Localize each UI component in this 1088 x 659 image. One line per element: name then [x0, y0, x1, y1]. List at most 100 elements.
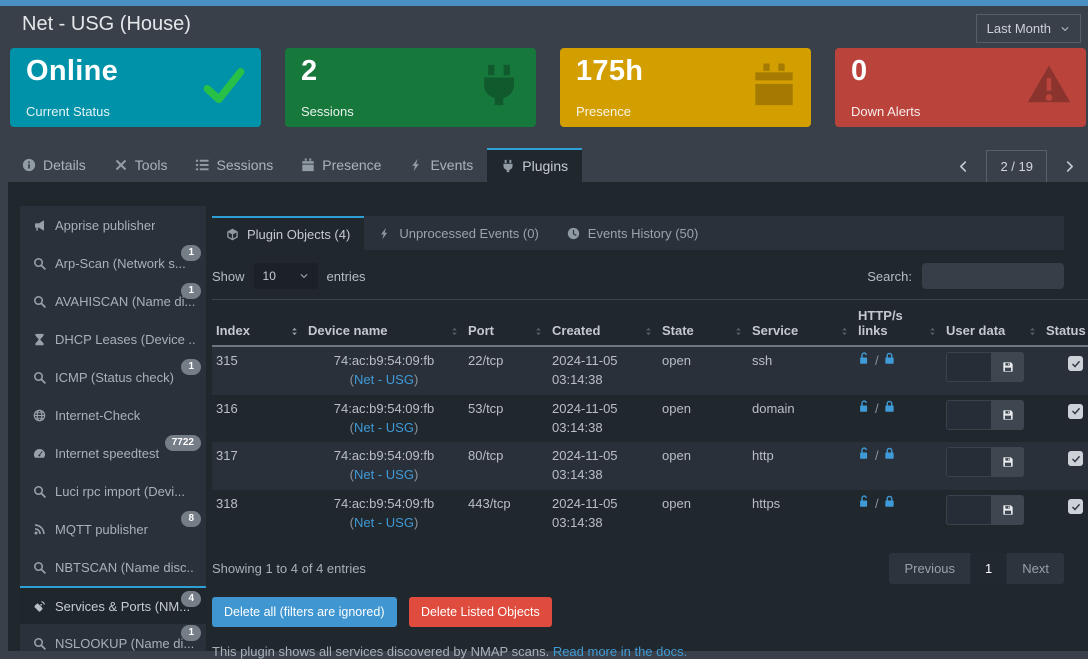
- sort-icon: [927, 325, 938, 338]
- user-data-input[interactable]: [946, 495, 991, 526]
- page-size-select[interactable]: 10: [253, 263, 318, 289]
- device-tab[interactable]: Plugins: [487, 148, 583, 182]
- current-page-button[interactable]: 1: [970, 552, 1008, 584]
- plugin-tab[interactable]: Unprocessed Events (0): [364, 216, 552, 250]
- delete-all-button[interactable]: Delete all (filters are ignored): [212, 596, 397, 627]
- status-card: 2 Sessions: [285, 48, 536, 127]
- sidebar-item-badge: 1: [181, 283, 201, 299]
- card-label: Current Status: [26, 104, 110, 119]
- card-value: 2: [301, 55, 318, 87]
- sort-icon: [449, 325, 460, 338]
- docs-link[interactable]: Read more in the docs.: [552, 643, 688, 659]
- device-mac: 74:ac:b9:54:09:fb: [333, 448, 435, 464]
- sidebar-item-icon: [33, 447, 46, 460]
- search-input[interactable]: [922, 263, 1064, 289]
- save-button[interactable]: [991, 447, 1024, 478]
- cell-user-data: [942, 442, 1042, 490]
- status-checkbox[interactable]: [1068, 356, 1083, 371]
- user-data-input[interactable]: [946, 447, 991, 478]
- previous-button[interactable]: Previous: [904, 560, 956, 576]
- sidebar-item[interactable]: Internet speedtest 7722: [20, 434, 206, 472]
- save-button[interactable]: [991, 399, 1024, 430]
- unlock-icon[interactable]: [858, 447, 871, 460]
- cell-device: 74:ac:b9:54:09:fb (Net - USG): [304, 395, 464, 443]
- card-icon: [201, 62, 247, 108]
- next-button[interactable]: Next: [1022, 560, 1049, 576]
- check-icon: [1071, 359, 1081, 369]
- header-label: Created: [552, 323, 601, 338]
- plugin-tab[interactable]: Events History (50): [553, 216, 713, 250]
- device-tab[interactable]: Details: [8, 148, 100, 182]
- device-tab[interactable]: Tools: [100, 148, 182, 182]
- table-row: 316 74:ac:b9:54:09:fb (Net - USG) 53/tcp…: [212, 395, 1088, 443]
- sidebar-item[interactable]: NBTSCAN (Name disc...: [20, 548, 206, 586]
- sidebar-item[interactable]: NSLOOKUP (Name di... 1: [20, 624, 206, 651]
- sidebar-item-label: Internet-Check: [55, 407, 141, 423]
- sidebar-item[interactable]: Arp-Scan (Network s... 1: [20, 244, 206, 282]
- sort-icon: [733, 325, 744, 338]
- tab-label: Details: [43, 157, 86, 173]
- device-link[interactable]: Net - USG: [354, 514, 414, 530]
- show-label: Show: [212, 268, 245, 284]
- status-card: 0 Down Alerts: [835, 48, 1086, 127]
- chevron-right-icon[interactable]: [1057, 152, 1082, 181]
- header-label: Device name: [308, 323, 388, 338]
- unlock-icon[interactable]: [858, 400, 871, 413]
- cell-http-links: /: [854, 395, 942, 443]
- sidebar-item-icon: [33, 485, 46, 498]
- unlock-icon[interactable]: [858, 352, 871, 365]
- plugin-tab[interactable]: Plugin Objects (4): [212, 216, 365, 250]
- device-link[interactable]: Net - USG: [354, 467, 414, 483]
- table-header-cell[interactable]: State: [658, 299, 748, 347]
- save-button[interactable]: [991, 352, 1024, 382]
- sidebar-item-badge: 8: [181, 511, 201, 527]
- device-tab[interactable]: Presence: [287, 148, 395, 182]
- unlock-icon[interactable]: [858, 495, 871, 508]
- plugin-tab-label: Unprocessed Events (0): [399, 225, 539, 241]
- sidebar-item[interactable]: Luci rpc import (Devi...: [20, 472, 206, 510]
- lock-icon[interactable]: [883, 400, 896, 413]
- sidebar-item[interactable]: Internet-Check: [20, 396, 206, 434]
- device-tab[interactable]: Events: [395, 148, 487, 182]
- user-data-input[interactable]: [946, 399, 991, 430]
- lock-icon[interactable]: [883, 447, 896, 460]
- table-header-cell[interactable]: Index: [212, 299, 304, 347]
- sidebar-item[interactable]: AVAHISCAN (Name di... 1: [20, 282, 206, 320]
- lock-icon[interactable]: [883, 352, 896, 365]
- table-header-cell[interactable]: Created: [548, 299, 658, 347]
- sidebar-item[interactable]: DHCP Leases (Device ...: [20, 320, 206, 358]
- sidebar-item[interactable]: MQTT publisher 8: [20, 510, 206, 548]
- content-panel: Apprise publisher Arp-Scan (Network s...…: [8, 182, 1088, 659]
- sidebar-item[interactable]: Services & Ports (NM... 4: [20, 586, 206, 624]
- device-link[interactable]: Net - USG: [354, 419, 414, 435]
- table-header-cell[interactable]: User data: [942, 299, 1042, 347]
- table-header-cell[interactable]: Status: [1042, 299, 1088, 347]
- sidebar-item-badge: 1: [181, 245, 201, 261]
- status-checkbox[interactable]: [1068, 499, 1083, 515]
- sidebar-item[interactable]: ICMP (Status check) 1: [20, 358, 206, 396]
- cell-state: open: [662, 496, 691, 512]
- cell-device: 74:ac:b9:54:09:fb (Net - USG): [304, 442, 464, 490]
- save-button[interactable]: [991, 495, 1024, 526]
- table-header-cell[interactable]: HTTP/s links: [854, 299, 942, 347]
- sidebar-item-badge: 1: [181, 625, 201, 641]
- sidebar-item-label: ICMP (Status check): [55, 369, 174, 385]
- table-header-cell[interactable]: Device name: [304, 299, 464, 347]
- table-header-cell[interactable]: Port: [464, 299, 548, 347]
- status-checkbox[interactable]: [1068, 451, 1083, 467]
- chevron-left-icon[interactable]: [951, 152, 976, 181]
- status-checkbox[interactable]: [1068, 403, 1083, 419]
- delete-listed-button[interactable]: Delete Listed Objects: [408, 596, 552, 627]
- device-tab[interactable]: Sessions: [181, 148, 287, 182]
- cell-port: 80/tcp: [468, 448, 504, 464]
- period-selector[interactable]: Last Month: [975, 14, 1081, 43]
- sidebar-item[interactable]: Apprise publisher: [20, 206, 206, 244]
- header-label: Index: [216, 323, 250, 338]
- lock-icon[interactable]: [883, 495, 896, 508]
- device-link[interactable]: Net - USG: [354, 371, 414, 387]
- device-mac: 74:ac:b9:54:09:fb: [333, 353, 435, 368]
- table-header-cell[interactable]: Service: [748, 299, 854, 347]
- cell-port: 443/tcp: [468, 496, 511, 512]
- user-data-input[interactable]: [946, 352, 991, 382]
- period-selector-value: Last Month: [986, 21, 1051, 36]
